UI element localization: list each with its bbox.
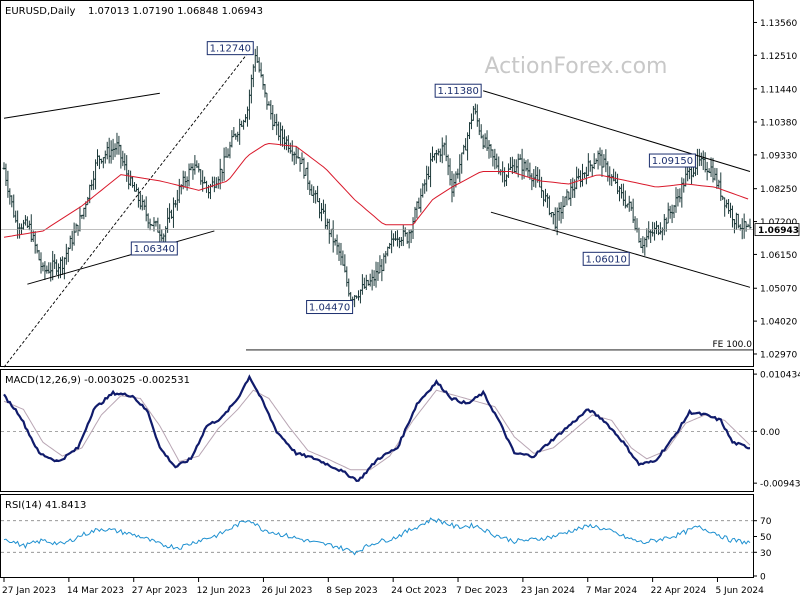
last-price-label: 1.06943 xyxy=(758,226,799,236)
x-axis-label: 8 Sep 2023 xyxy=(326,586,377,596)
price-axis-label: 1.12510 xyxy=(760,52,797,62)
pivot-label-box xyxy=(648,153,696,168)
rsi-layer xyxy=(1,517,753,556)
macd-axis-label: 0.00 xyxy=(760,428,780,438)
watermark: ActionForex.com xyxy=(485,54,668,79)
price-axis-label: 1.10380 xyxy=(760,119,797,129)
rsi-axis-label: 0 xyxy=(760,573,766,583)
price-layer: FE 100.0 1.12740 1.06340 1.04470 1.11380 1.06… xyxy=(1,41,753,368)
x-axis-label: 23 Jan 2024 xyxy=(521,586,575,596)
fe-level-label: FE 100.0 xyxy=(713,340,753,350)
pivot-label-box xyxy=(130,241,178,256)
x-axis-label: 27 Jan 2023 xyxy=(2,586,56,596)
rsi-title: RSI(14) 41.8413 xyxy=(5,500,86,511)
x-axis-label: 14 Mar 2023 xyxy=(67,586,124,596)
x-axis-label: 27 Apr 2023 xyxy=(132,586,188,596)
x-axis-label: 5 Jun 2024 xyxy=(715,586,764,596)
ohlc-readout: 1.07013 1.07190 1.06848 1.06943 xyxy=(88,6,263,17)
trendline xyxy=(483,90,751,172)
macd-panel-frame xyxy=(0,369,754,492)
chart-title: EURUSD,Daily xyxy=(5,6,76,17)
pivot-label: 1.09150 xyxy=(652,156,693,167)
rsi-panel-frame xyxy=(0,494,754,578)
pivot-label: 1.06340 xyxy=(134,244,175,255)
macd-line xyxy=(3,374,751,483)
rsi-axis-label: 70 xyxy=(760,517,772,527)
last-price-box xyxy=(754,223,800,237)
x-axis-label: 7 Dec 2023 xyxy=(456,586,508,596)
price-axis-label: 1.07200 xyxy=(760,218,797,228)
trendline xyxy=(490,211,751,288)
trendline xyxy=(27,230,215,285)
trendline xyxy=(3,50,250,368)
x-axis-label: 7 Mar 2024 xyxy=(586,586,638,596)
price-axis-label: 1.08250 xyxy=(760,185,797,195)
price-axis-label: 1.06150 xyxy=(760,251,797,261)
pivot-label: 1.06010 xyxy=(586,254,627,265)
pivot-label: 1.12740 xyxy=(210,44,251,55)
x-axis-label: 22 Apr 2024 xyxy=(651,586,707,596)
price-axis-label: 1.13560 xyxy=(760,19,797,29)
macd-axis-label: 0.010434 xyxy=(760,371,800,381)
macd-axis-label: -0.009436 xyxy=(760,480,800,490)
axis-layer: 1.13560 1.12510 1.11440 1.10380 1.09330 1.082… xyxy=(2,19,800,596)
price-axis-label: 1.05070 xyxy=(760,285,797,295)
pivot-label-box xyxy=(434,83,482,98)
trendline xyxy=(3,92,160,119)
pivot-label-box xyxy=(206,41,254,56)
macd-layer xyxy=(1,374,753,483)
price-bars xyxy=(2,46,752,308)
rsi-axis-label: 30 xyxy=(760,549,772,559)
moving-average-line xyxy=(3,142,749,238)
x-axis-label: 24 Oct 2023 xyxy=(391,586,447,596)
price-axis-label: 1.09330 xyxy=(760,151,797,161)
price-axis-label: 1.04020 xyxy=(760,318,797,328)
pivot-label-box xyxy=(582,251,630,266)
price-axis-label: 1.11440 xyxy=(760,85,797,95)
rsi-axis-label: 50 xyxy=(760,533,772,543)
price-panel-frame xyxy=(0,0,754,367)
price-axis-label: 1.02970 xyxy=(760,350,797,360)
rsi-line xyxy=(3,517,751,556)
pivot-label: 1.04470 xyxy=(309,303,350,314)
pivot-label: 1.11380 xyxy=(437,86,478,97)
x-axis-label: 26 Jul 2023 xyxy=(261,586,312,596)
pivot-label-box xyxy=(306,300,354,315)
x-axis-label: 12 Jun 2023 xyxy=(197,586,251,596)
macd-title: MACD(12,26,9) -0.003025 -0.002531 xyxy=(5,375,190,386)
